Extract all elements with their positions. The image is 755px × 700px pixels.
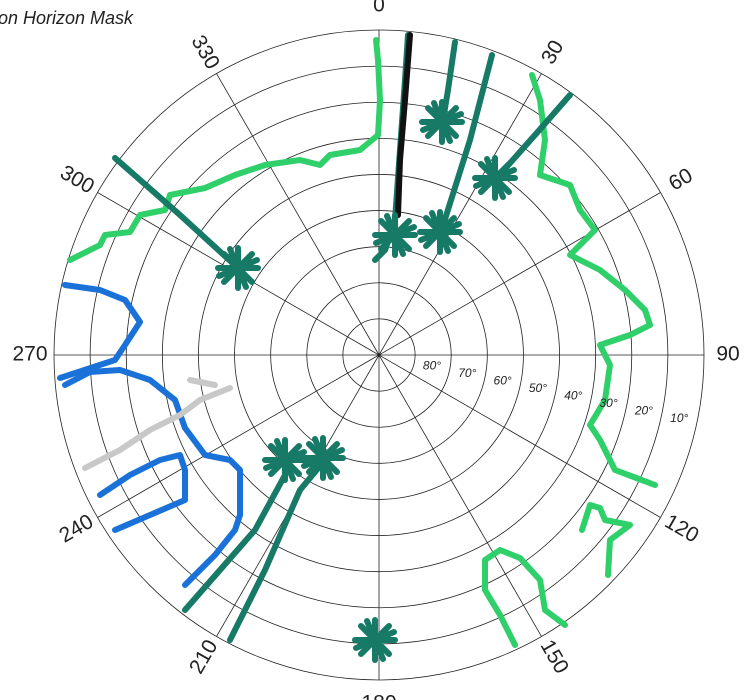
gray-trace [187,377,218,388]
azimuth-spoke [378,354,542,637]
elevation-label: 20° [634,403,653,417]
elevation-label: 80° [423,358,441,372]
horizon-trace [482,547,568,648]
title: on Horizon Mask [0,8,134,28]
elevation-label: 50° [529,381,547,395]
satellite-track [395,32,413,218]
azimuth-spoke [97,354,380,518]
azimuth-label: 0 [373,0,385,17]
blue-trace [62,367,243,588]
azimuth-spoke [216,73,380,356]
blue-trace [57,282,143,381]
azimuth-label: 90 [716,343,739,366]
azimuth-label: 330 [187,31,224,73]
azimuth-label: 300 [56,161,98,198]
satellite-track [227,457,328,643]
azimuth-spoke [378,73,542,356]
azimuth-label: 30 [537,36,569,68]
azimuth-label: 60 [665,164,697,196]
elevation-label: 10° [670,411,688,425]
azimuth-label: 210 [185,636,222,678]
azimuth-label: 240 [55,510,97,547]
horizon-trace [579,502,633,578]
azimuth-label: 270 [12,343,47,366]
traces [57,32,658,660]
elevation-label: 70° [458,366,476,380]
satellite-track [112,155,241,271]
azimuth-label: 150 [536,636,573,678]
azimuth-label: 120 [661,510,703,547]
horizon-trace [529,72,658,488]
satellite-track [437,52,495,238]
azimuth-spoke [378,192,661,356]
elevation-label: 30° [600,396,618,410]
blue-trace [97,452,188,533]
gray-trace [82,385,233,471]
azimuth-spoke [378,354,661,518]
horizon-trace [67,37,383,263]
elevation-label: 60° [494,373,512,387]
elevation-label: 40° [564,388,582,402]
azimuth-label: 180 [361,692,396,700]
